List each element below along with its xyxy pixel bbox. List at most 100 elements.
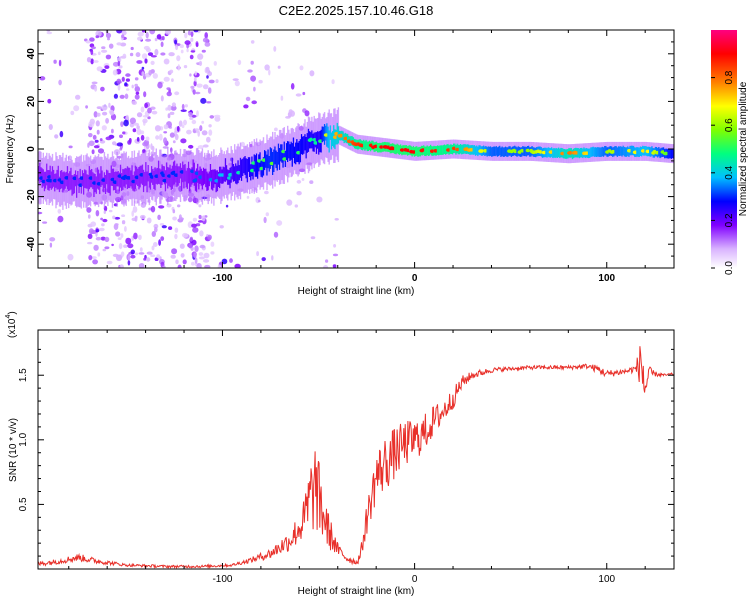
spectrogram-noise-blob [92, 259, 98, 265]
spectrogram-noise-blob [68, 145, 73, 149]
spectrogram-noise-blob [217, 264, 222, 268]
spectrogram-ridge-body [184, 163, 186, 182]
spectrogram-noise-blob [265, 212, 269, 217]
spectrogram-ridge-body [111, 168, 114, 186]
spectrogram-noise-blob [268, 69, 271, 76]
spectrogram-ridge-body [493, 146, 495, 156]
spectrogram-ridge-body [287, 141, 289, 162]
spectrogram-noise-blob [91, 256, 97, 260]
spectrogram-ridge-body [186, 168, 189, 189]
spectrogram-noise-blob [316, 196, 323, 203]
spectrogram-noise-blob [138, 234, 142, 240]
spectrogram-noise-blob [190, 31, 194, 37]
colorbar-ticks: 0.0 0.2 0.4 0.6 0.8 [711, 70, 735, 275]
spectrogram-noise-blob [141, 30, 146, 33]
spectrogram-noise-blob [174, 39, 178, 45]
spectrogram-noise-blob [159, 223, 165, 226]
spectrogram-noise-blob [147, 52, 154, 56]
spectrogram-noise-blob [172, 140, 176, 144]
spectrogram-ridge-body [285, 143, 288, 160]
spectrogram-noise-blob [136, 125, 140, 130]
spectrogram-ridge-body [668, 148, 670, 159]
spectrogram-ridge-body [523, 146, 525, 157]
spectrogram-ridge-body [328, 130, 330, 153]
spectrogram-ridge-body [502, 147, 504, 157]
spectrogram-noise-blob [245, 96, 251, 102]
spectrogram-noise-blob [198, 214, 202, 220]
spectrogram-ridge-body [71, 175, 73, 196]
spectrogram-noise-blob [129, 117, 136, 125]
spectrogram-noise-blob [174, 91, 180, 96]
spectrogram-noise-blob [193, 76, 197, 82]
spectrogram-ridge-body [207, 173, 209, 191]
spectrogram-noise-blob [203, 259, 210, 263]
spectrogram-ridge-body [439, 145, 441, 155]
spectrogram-noise-blob [91, 46, 96, 50]
spectrogram-noise-blob [132, 128, 137, 133]
spectrogram-noise-blob [304, 110, 310, 117]
spectrogram-ridge-body [450, 144, 453, 154]
spectrogram-ridge-body [96, 167, 99, 189]
spectrogram-ridge-body [247, 157, 250, 172]
spectrogram-noise-blob [201, 49, 206, 53]
spectrogram-ridge-peak [59, 180, 65, 185]
spectrogram-ridge-body [266, 154, 268, 176]
spectrogram-ridge-body [342, 131, 344, 141]
spectrogram-noise-blob [197, 130, 200, 137]
spectrogram-ridge-body [506, 147, 508, 157]
spectrogram-noise-blob [194, 128, 199, 131]
spectrogram-noise-blob [258, 199, 261, 203]
spectrogram-noise-blob [119, 94, 125, 99]
spectrogram-ridge-body [160, 169, 162, 188]
spectrogram-noise-blob [112, 253, 119, 258]
spectrogram-noise-blob [93, 145, 100, 149]
spectrogram-ridge-body [591, 147, 593, 157]
spectrogram-ridge-body [281, 144, 283, 163]
spectrogram-ytick-label: 40 [26, 48, 37, 60]
spectrogram-ridge-body [159, 168, 161, 185]
spectrogram-ridge-body [546, 148, 548, 158]
spectrogram-xtick-label: 100 [598, 273, 615, 284]
spectrogram-ridge-body [637, 147, 639, 157]
spectrogram-ridge-body [460, 144, 462, 154]
spectrogram-ridge-body [183, 164, 185, 189]
spectrogram-noise-blob [90, 49, 94, 55]
spectrogram-ridge-body [198, 170, 200, 190]
spectrogram-noise-blob [87, 142, 90, 148]
spectrogram-noise-blob [189, 117, 194, 120]
spectrogram-ridge-body [589, 148, 591, 158]
spectrogram-noise-blob [73, 105, 80, 112]
spectrogram-ridge-body [599, 147, 601, 157]
spectrogram-noise-blob [124, 93, 129, 100]
spectrogram-noise-blob [174, 233, 178, 240]
spectrogram-noise-blob [210, 251, 215, 255]
spectrogram-noise-blob [49, 242, 53, 248]
spectrogram-ridge-body [516, 147, 518, 157]
spectrogram-noise-blob [96, 129, 100, 135]
spectrogram-noise-blob [261, 257, 266, 262]
spectrogram-ridge-body [149, 174, 152, 190]
spectrogram-ridge-body [476, 145, 478, 155]
spectrogram-ridge-body [667, 149, 669, 159]
spectrogram-noise-blob [105, 136, 112, 141]
spectrogram-noise-blob [193, 80, 197, 87]
spectrogram-noise-blob [150, 254, 156, 257]
spectrogram-ridge-body [327, 126, 329, 148]
spectrogram-ridge-body [234, 166, 236, 182]
spectrogram-ridge-body [106, 169, 108, 185]
spectrogram-noise-blob [90, 58, 94, 65]
spectrogram-ridge-body [170, 168, 172, 190]
spectrogram-ytick-label: -20 [26, 189, 37, 204]
spectrogram-ridge-body [304, 134, 306, 151]
spectrogram-ridge-body [251, 156, 253, 177]
spectrogram-noise-blob [59, 130, 64, 138]
spectrogram-noise-blob [193, 30, 199, 33]
spectrogram-noise-blob [112, 141, 117, 146]
spectrogram-noise-blob [199, 230, 204, 237]
spectrogram-noise-blob [108, 209, 113, 213]
spectrogram-ridge-body [630, 145, 632, 156]
spectrogram-noise-blob [181, 103, 185, 110]
spectrogram-ridge-body [288, 141, 290, 159]
spectrogram-noise-blob [141, 71, 145, 76]
spectrogram-noise-blob [105, 117, 109, 124]
